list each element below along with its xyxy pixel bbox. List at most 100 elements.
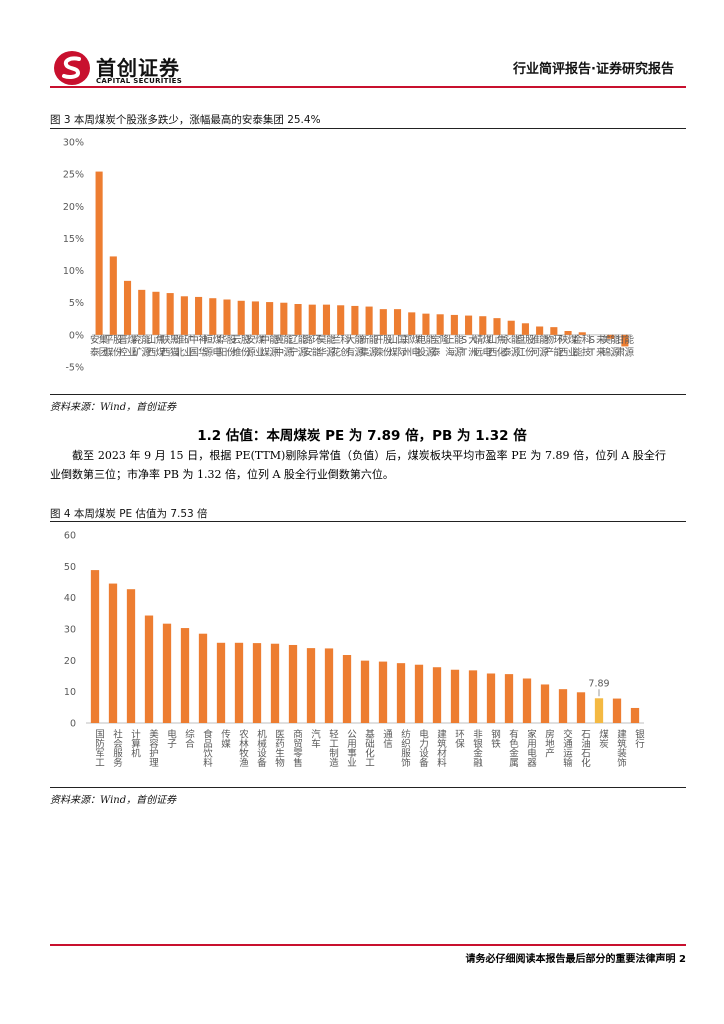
bar	[432, 667, 442, 723]
bar	[294, 304, 302, 335]
x-tick-label: 恒源	[204, 334, 214, 359]
x-tick-label: 煤电	[411, 334, 421, 359]
x-tick-label: 家用电器	[525, 728, 537, 767]
bar	[630, 707, 640, 723]
x-tick-label: 基础化工	[363, 728, 375, 767]
y-tick-label: 30	[64, 625, 76, 636]
bar	[578, 332, 586, 335]
bar	[360, 660, 370, 723]
x-tick-label: 能源	[369, 334, 379, 359]
bar	[422, 313, 430, 335]
x-tick-label: 房地产	[543, 728, 555, 758]
bar	[280, 302, 288, 335]
y-tick-label: -5%	[66, 363, 85, 374]
x-tick-label: 郑州	[403, 334, 413, 359]
bar	[522, 678, 532, 723]
x-tick-label: 能源	[539, 334, 549, 359]
report-type-title: 行业简评报告·证券研究报告	[513, 62, 674, 77]
x-tick-label: 辽宁	[289, 334, 299, 359]
x-tick-label: 黑猫	[170, 335, 180, 359]
bar	[621, 334, 629, 347]
y-tick-label: 20%	[63, 202, 84, 213]
x-tick-label: 煤业	[568, 334, 578, 359]
figure3-bottom-rule	[50, 394, 686, 395]
x-tick-label: 晋控	[118, 335, 128, 359]
bar	[564, 331, 572, 335]
x-tick-label: 宝泰	[431, 334, 441, 359]
x-tick-label: 股份	[227, 335, 237, 359]
bar	[576, 692, 586, 723]
bar	[612, 698, 622, 723]
y-tick-label: 15%	[63, 234, 84, 245]
bar	[550, 327, 558, 335]
header-divider	[50, 86, 686, 88]
x-tick-label: 股份	[113, 335, 123, 359]
x-tick-label: 食品饮料	[201, 728, 213, 768]
x-tick-label: 大洲	[468, 334, 478, 359]
x-tick-label: 美容护理	[147, 728, 159, 767]
x-tick-label: 陕西	[161, 334, 171, 359]
figure3-top-rule	[50, 128, 686, 129]
bar	[540, 684, 550, 723]
x-tick-label: 靖远	[474, 334, 484, 359]
x-tick-label: 科创	[340, 334, 350, 359]
bar	[436, 314, 444, 335]
y-tick-label: 10%	[63, 266, 84, 277]
section-paragraph: 截至 2023 年 9 月 15 日，根据 PE(TTM)剔除异常值（负值）后，…	[50, 449, 666, 481]
bar	[365, 306, 373, 335]
x-tick-label: 煤炭	[597, 728, 609, 749]
x-tick-label: 兖矿	[133, 334, 143, 359]
x-tick-label: 安源	[246, 334, 256, 359]
x-tick-label: 有色金属	[507, 728, 519, 768]
x-tick-label: 美锦	[602, 334, 612, 359]
x-tick-label: 石油石化	[579, 729, 591, 768]
figure3-caption: 图 3 本周煤炭个股涨多跌少，涨幅最高的安泰集团 25.4%	[50, 114, 321, 126]
x-tick-label: 建筑装饰	[615, 728, 627, 768]
x-tick-label: 大有	[346, 334, 356, 359]
x-tick-label: 潞安	[303, 334, 313, 359]
bar	[180, 296, 188, 335]
x-tick-label: 能源	[426, 334, 436, 359]
bar	[493, 318, 501, 335]
bar	[393, 309, 402, 335]
x-tick-label: 陕西	[559, 334, 569, 359]
x-tick-label: 能源	[298, 334, 308, 359]
bar	[322, 304, 331, 335]
company-logo: 首创证券 CAPITAL SECURITIES	[52, 48, 252, 88]
bar	[337, 305, 345, 335]
x-tick-label: 淮北	[175, 335, 185, 359]
x-tick-label: 股份	[525, 335, 535, 359]
bar	[234, 642, 244, 723]
bar	[378, 661, 388, 723]
bar	[216, 642, 226, 723]
bar	[306, 648, 316, 723]
bar	[162, 623, 172, 723]
x-tick-label: 机械设备	[255, 728, 267, 768]
bar	[152, 291, 160, 335]
footer-divider	[50, 944, 686, 946]
bar	[251, 301, 259, 335]
x-tick-label: 环保	[453, 729, 465, 749]
bar	[90, 570, 100, 723]
x-tick-label: 煤业	[255, 334, 265, 359]
x-tick-label: 平煤	[104, 335, 114, 359]
x-tick-label: 交通运输	[561, 728, 573, 768]
data-label: 7.89	[588, 678, 609, 689]
x-tick-label: 环能	[553, 335, 563, 359]
bar	[266, 302, 274, 335]
x-tick-label: 股份	[383, 335, 393, 359]
x-tick-label: 银行	[633, 728, 645, 749]
x-tick-label: 能源	[283, 334, 293, 359]
bar	[507, 320, 515, 335]
x-tick-label: 山煤	[388, 335, 398, 359]
bar	[308, 304, 316, 335]
logo-english: CAPITAL SECURITIES	[96, 77, 183, 85]
figure4-bottom-rule	[50, 787, 686, 788]
y-tick-label: 5%	[69, 298, 84, 309]
x-tick-label: 能源	[454, 334, 464, 359]
x-tick-label: 盘江	[516, 334, 526, 359]
bar	[166, 293, 174, 335]
x-tick-label: 新集	[360, 334, 370, 359]
y-tick-label: 0	[70, 719, 76, 730]
x-tick-label: 非银金融	[471, 728, 483, 768]
